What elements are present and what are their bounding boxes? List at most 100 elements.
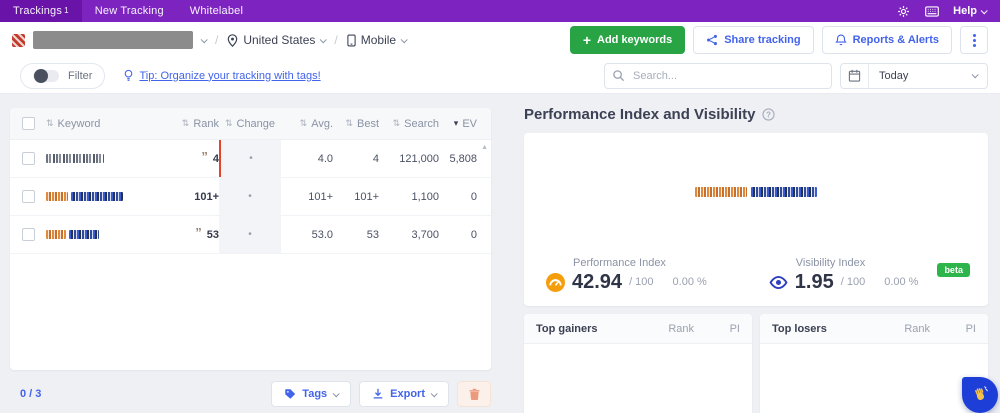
nav-item-trackings[interactable]: Trackings 1 bbox=[0, 0, 82, 22]
column-header-change[interactable]: Change bbox=[219, 118, 281, 130]
chevron-down-icon bbox=[400, 35, 408, 43]
best-cell: 101+ bbox=[354, 190, 379, 203]
tags-label: Tags bbox=[302, 388, 328, 400]
calendar-icon[interactable] bbox=[841, 63, 869, 88]
trackings-count-badge: 1 bbox=[64, 5, 69, 15]
table-row[interactable]: 101+ • 101+ 101+ 1,100 0 bbox=[10, 178, 491, 216]
add-keywords-button[interactable]: Add keywords bbox=[569, 26, 686, 54]
visibility-index-stat: Visibility Index 1.95 / 100 0.00 % beta bbox=[769, 257, 970, 292]
search-volume-cell: 3,700 bbox=[411, 228, 439, 241]
keyword-cell bbox=[46, 140, 161, 177]
lightbulb-icon bbox=[125, 69, 133, 81]
table-row[interactable]: ” 4 • 4.0 4 121,000 5,808 bbox=[10, 140, 491, 178]
ev-cell: 0 bbox=[470, 190, 477, 203]
reports-alerts-label: Reports & Alerts bbox=[852, 34, 939, 46]
help-circle-icon[interactable]: ? bbox=[762, 108, 776, 121]
visibility-index-value: 1.95 bbox=[794, 271, 834, 293]
rank-cell: 101+ bbox=[194, 190, 219, 203]
chevron-down-icon bbox=[980, 6, 988, 14]
redacted-tracking-name[interactable] bbox=[33, 31, 193, 49]
column-header-ev[interactable]: EV bbox=[439, 118, 491, 130]
best-cell: 4 bbox=[372, 152, 379, 165]
column-header-best[interactable]: Best bbox=[333, 118, 379, 130]
redacted-keyword bbox=[46, 192, 68, 201]
nav-item-whitelabel[interactable]: Whitelabel bbox=[177, 0, 256, 22]
column-header-avg[interactable]: Avg. bbox=[281, 118, 333, 130]
search-icon bbox=[613, 69, 625, 81]
rank-cell: ” 4 bbox=[201, 149, 219, 165]
help-menu[interactable]: Help bbox=[953, 5, 988, 17]
filter-label: Filter bbox=[68, 69, 93, 82]
add-keywords-label: Add keywords bbox=[597, 34, 673, 46]
gainers-pi-column: PI bbox=[729, 322, 740, 335]
trash-icon bbox=[468, 388, 480, 400]
top-gainers-title: Top gainers bbox=[536, 322, 598, 335]
filter-toggle-switch[interactable] bbox=[33, 68, 59, 83]
download-icon bbox=[373, 388, 383, 399]
top-gainers-card: Top gainers Rank PI bbox=[524, 314, 752, 413]
losers-rank-column: Rank bbox=[904, 322, 930, 335]
chevron-down-icon bbox=[200, 35, 208, 43]
share-tracking-label: Share tracking bbox=[724, 34, 801, 46]
share-tracking-button[interactable]: Share tracking bbox=[693, 26, 814, 54]
location-label: United States bbox=[243, 33, 316, 47]
row-checkbox[interactable] bbox=[21, 190, 35, 203]
redacted-keyword bbox=[46, 154, 104, 163]
row-checkbox[interactable] bbox=[21, 228, 35, 241]
gear-icon[interactable] bbox=[897, 4, 911, 18]
chevron-down-icon bbox=[430, 389, 438, 397]
change-cell: • bbox=[219, 178, 281, 215]
table-row[interactable]: ” 53 • 53.0 53 3,700 0 bbox=[10, 216, 491, 254]
keyword-cell bbox=[46, 178, 161, 215]
tags-tip-link[interactable]: Tip: Organize your tracking with tags! bbox=[123, 69, 321, 82]
select-all-checkbox[interactable] bbox=[21, 117, 35, 130]
chevron-down-icon bbox=[971, 71, 979, 79]
chevron-down-icon bbox=[332, 389, 340, 397]
tracking-header: / United States / Mobile Add keywords Sh… bbox=[0, 22, 1000, 58]
search-input[interactable] bbox=[604, 62, 832, 89]
top-navbar: Trackings 1 New Tracking Whitelabel Help bbox=[0, 0, 1000, 22]
column-header-keyword[interactable]: Keyword bbox=[46, 118, 161, 130]
search-volume-cell: 1,100 bbox=[411, 190, 439, 203]
filter-toolbar: Filter Tip: Organize your tracking with … bbox=[0, 58, 1000, 94]
reports-alerts-button[interactable]: Reports & Alerts bbox=[821, 26, 952, 54]
tags-button[interactable]: Tags bbox=[271, 381, 352, 407]
performance-index-denominator: / 100 bbox=[629, 276, 654, 288]
redacted-chart-content bbox=[524, 187, 988, 197]
change-cell: • bbox=[219, 140, 281, 177]
beta-badge: beta bbox=[937, 263, 970, 277]
vertical-dots-icon bbox=[972, 33, 976, 47]
chat-widget-button[interactable] bbox=[962, 377, 998, 413]
more-options-button[interactable] bbox=[960, 26, 988, 54]
share-icon bbox=[707, 34, 718, 46]
breadcrumb-separator: / bbox=[215, 33, 219, 47]
date-range-picker[interactable]: Today bbox=[840, 62, 988, 89]
svg-text:?: ? bbox=[767, 110, 772, 119]
filter-toggle-button[interactable]: Filter bbox=[20, 62, 106, 89]
redacted-text bbox=[751, 187, 817, 197]
delete-button[interactable] bbox=[457, 381, 491, 407]
top-gainers-header: Top gainers Rank PI bbox=[524, 314, 752, 344]
column-header-rank[interactable]: Rank bbox=[161, 118, 219, 130]
keyboard-icon[interactable] bbox=[925, 4, 940, 18]
avg-cell: 101+ bbox=[308, 190, 333, 203]
tracking-selector[interactable] bbox=[200, 35, 208, 43]
scrollbar-up-arrow[interactable]: ▲ bbox=[481, 144, 488, 151]
tag-icon bbox=[285, 389, 296, 399]
row-checkbox[interactable] bbox=[21, 152, 35, 165]
chevron-down-icon bbox=[320, 35, 328, 43]
quote-serp-icon: ” bbox=[201, 149, 208, 164]
device-selector[interactable]: Mobile bbox=[347, 33, 408, 47]
top-losers-header: Top losers Rank PI bbox=[760, 314, 988, 344]
export-button[interactable]: Export bbox=[359, 381, 449, 407]
visibility-index-change: 0.00 % bbox=[884, 276, 919, 288]
quote-serp-icon: ” bbox=[195, 225, 202, 240]
column-header-search[interactable]: Search bbox=[379, 118, 439, 130]
performance-index-label: Performance Index bbox=[573, 257, 666, 269]
help-label: Help bbox=[953, 5, 977, 17]
nav-item-new-tracking[interactable]: New Tracking bbox=[82, 0, 177, 22]
location-selector[interactable]: United States bbox=[227, 33, 328, 47]
top-losers-card: Top losers Rank PI bbox=[760, 314, 988, 413]
visibility-index-label: Visibility Index bbox=[795, 257, 866, 269]
